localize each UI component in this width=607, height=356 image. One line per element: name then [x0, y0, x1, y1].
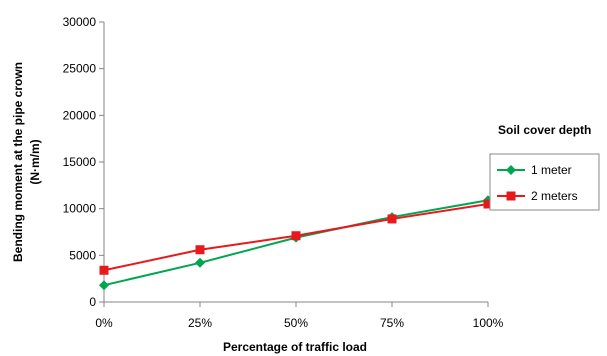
x-tick-label: 100% — [473, 316, 504, 330]
legend-title: Soil cover depth — [498, 123, 591, 137]
series-group — [99, 195, 493, 291]
data-point — [99, 265, 109, 275]
data-point — [483, 199, 493, 209]
data-point — [291, 231, 301, 241]
y-tick-label: 10000 — [63, 202, 97, 216]
x-tick-label: 0% — [95, 316, 113, 330]
x-tick-labels: 0% 25% 50% 75% 100% — [95, 316, 503, 330]
legend-entry: 2 meters — [531, 189, 578, 203]
y-axis-title-line1: Bending moment at the pipe crown — [11, 62, 25, 262]
legend-entry: 1 meter — [531, 163, 572, 177]
y-tick-label: 25000 — [63, 62, 97, 76]
data-point — [99, 280, 109, 291]
series-2-meters — [99, 199, 493, 275]
legend: 1 meter 2 meters — [489, 153, 600, 211]
legend-box — [489, 153, 600, 211]
series-1-meter — [99, 195, 493, 291]
y-tick-label: 0 — [89, 295, 96, 309]
legend-swatch-marker — [506, 165, 516, 175]
y-axis-title-line2: (N·m/m) — [28, 139, 42, 184]
x-tick-label: 75% — [380, 316, 404, 330]
y-tick-labels: 0 5000 10000 15000 20000 25000 30000 — [63, 15, 97, 309]
axes — [99, 21, 489, 307]
y-tick-label: 20000 — [63, 108, 97, 122]
data-point — [195, 245, 205, 255]
y-tick-label: 15000 — [63, 155, 97, 169]
data-point — [195, 257, 205, 268]
y-tick-label: 30000 — [63, 15, 97, 29]
y-tick-label: 5000 — [69, 248, 96, 262]
x-tick-label: 50% — [284, 316, 308, 330]
x-tick-label: 25% — [188, 316, 212, 330]
legend-swatch-marker — [506, 191, 516, 201]
data-point — [387, 214, 397, 224]
x-axis-title: Percentage of traffic load — [223, 340, 367, 354]
